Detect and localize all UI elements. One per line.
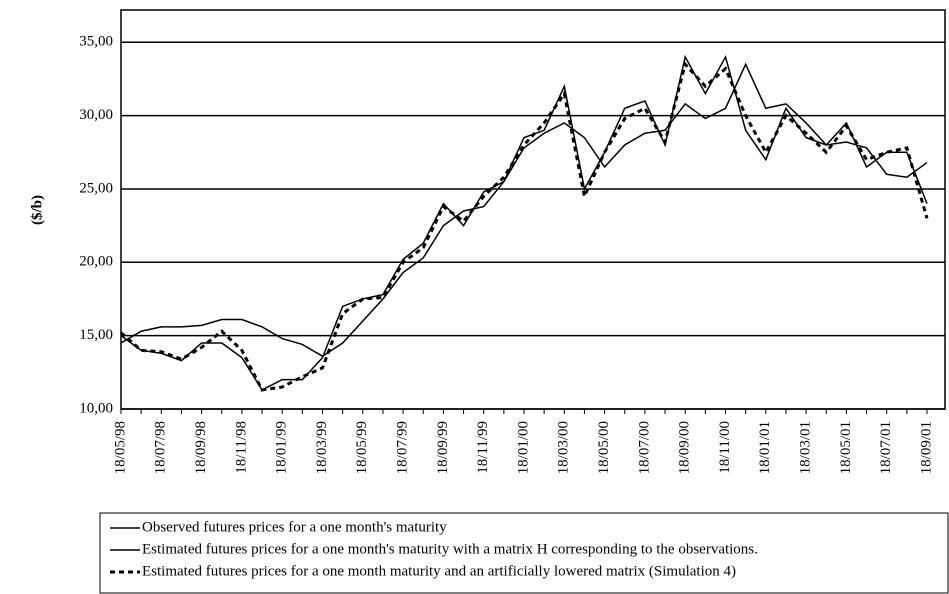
y-tick-label: 25,00 xyxy=(79,180,113,196)
x-tick-label: 18/09/00 xyxy=(677,421,693,474)
x-tick-label: 18/11/98 xyxy=(233,421,249,474)
y-tick-label: 10,00 xyxy=(79,400,113,416)
y-tick-label: 20,00 xyxy=(79,254,113,270)
x-tick-label: 18/05/98 xyxy=(112,421,128,474)
x-tick-label: 18/07/00 xyxy=(636,421,652,474)
x-tick-label: 18/01/01 xyxy=(757,421,773,474)
x-tick-label: 18/03/01 xyxy=(798,421,814,474)
x-tick-label: 18/11/00 xyxy=(717,421,733,474)
legend-box xyxy=(99,512,949,594)
x-tick-label: 18/05/01 xyxy=(838,421,854,474)
x-tick-label: 18/07/99 xyxy=(395,421,411,474)
y-tick-label: 35,00 xyxy=(79,34,113,50)
legend-label: Estimated futures prices for a one month… xyxy=(142,563,736,579)
series-line xyxy=(120,54,928,391)
series-line xyxy=(120,62,928,358)
legend-label: Observed futures prices for a one month'… xyxy=(142,519,447,535)
y-tick-label: 30,00 xyxy=(79,107,113,123)
x-tick-label: 18/01/99 xyxy=(274,421,290,474)
x-tick-label: 18/09/01 xyxy=(918,421,934,474)
x-tick-label: 18/03/00 xyxy=(556,421,572,474)
x-tick-label: 18/07/98 xyxy=(153,421,169,474)
x-tick-label: 18/05/99 xyxy=(354,421,370,474)
x-tick-label: 18/07/01 xyxy=(878,421,894,474)
y-axis-label: ($/b) xyxy=(29,195,45,225)
series-line xyxy=(120,61,929,392)
x-tick-label: 18/09/99 xyxy=(435,421,451,474)
x-tick-label: 18/11/99 xyxy=(475,421,491,474)
x-tick-label: 18/03/99 xyxy=(314,421,330,474)
x-tick-label: 18/09/98 xyxy=(193,421,209,474)
x-tick-label: 18/05/00 xyxy=(596,421,612,474)
y-tick-label: 15,00 xyxy=(79,327,113,343)
x-tick-label: 18/01/00 xyxy=(515,421,531,474)
plot-frame xyxy=(120,9,946,410)
legend-label: Estimated futures prices for a one month… xyxy=(142,541,758,557)
